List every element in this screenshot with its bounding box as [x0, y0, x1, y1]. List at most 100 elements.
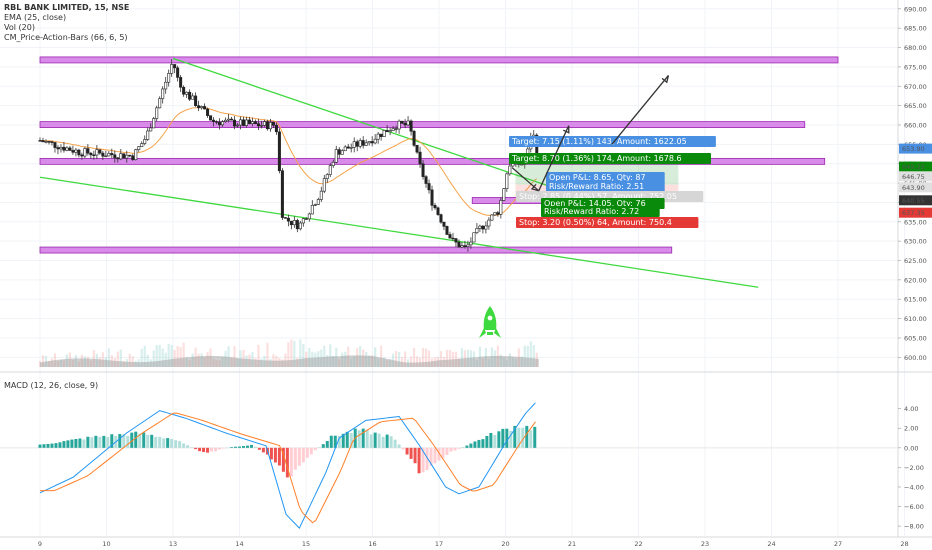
macd-hist-bar [509, 430, 513, 448]
volume-bar [197, 353, 200, 367]
volume-bar [487, 359, 490, 367]
macd-legend[interactable]: MACD (12, 26, close, 9) [4, 381, 98, 391]
price-tag: 653.90 [902, 145, 925, 153]
zone-band [39, 56, 839, 64]
candle-body [319, 190, 323, 200]
candle-body [343, 146, 347, 152]
candle-body [394, 128, 398, 130]
stop-label-red-bg [516, 217, 699, 228]
candle-body [433, 205, 437, 209]
candle-body [406, 120, 410, 126]
candle-body [322, 178, 326, 192]
macd-hist-bar [206, 447, 210, 453]
zone-band [39, 157, 826, 165]
volume-bar [502, 357, 505, 367]
candle-body [520, 164, 524, 166]
macd-hist-bar [377, 433, 381, 448]
macd-tick-label: 2.00 [904, 425, 918, 433]
candle-body [227, 118, 231, 121]
candle-body [427, 183, 431, 191]
macd-hist-bar [273, 447, 277, 463]
chart-legend: RBL BANK LIMITED, 15, NSE EMA (25, close… [4, 3, 129, 43]
macd-hist-bar [66, 440, 70, 448]
candle-body [200, 106, 204, 109]
candle-body [149, 127, 153, 132]
candle-body [400, 120, 404, 124]
volume-bar [326, 354, 329, 367]
ema-legend[interactable]: EMA (25, close) [4, 13, 67, 22]
volume-bar [92, 350, 95, 367]
open-pl-label-1: Open P&L: 8.65, Qty: 87 [549, 173, 646, 182]
macd-hist-bar [525, 425, 529, 448]
macd-tick-label: −2.00 [904, 464, 924, 472]
volume-bar [499, 354, 502, 367]
candle-body [337, 149, 341, 155]
candle-body [445, 226, 449, 235]
candle-body [95, 149, 99, 156]
volume-bar [398, 351, 401, 367]
volume-bar [529, 341, 532, 367]
candle-body [397, 120, 401, 130]
volume-bar [188, 359, 191, 367]
candle-body [472, 232, 476, 243]
candle-body [62, 146, 66, 151]
candle-body [89, 152, 93, 156]
macd-hist-bar [230, 447, 234, 448]
candle-body [346, 146, 350, 149]
candle-body [140, 143, 144, 147]
macd-hist-bar [245, 445, 249, 448]
candle-body [292, 220, 296, 226]
candle-body [265, 121, 269, 130]
candle-body [328, 165, 332, 175]
candle-body [376, 133, 380, 140]
volume-bar [50, 358, 54, 367]
candle-body [379, 133, 383, 137]
macd-hist-bar [365, 429, 369, 448]
volume-bar [493, 350, 496, 367]
volume-bar [451, 351, 455, 367]
volume-bar [403, 351, 407, 367]
candle-body [364, 142, 368, 146]
candle-body [391, 128, 395, 131]
macd-hist-bar [445, 447, 449, 455]
candle-body [119, 153, 123, 160]
candle-body [176, 67, 180, 78]
candle-body [370, 141, 374, 144]
trendlines [39, 57, 759, 288]
volume-bar [134, 360, 137, 367]
macd-legend-text[interactable]: MACD (12, 26, close, 9) [4, 381, 99, 390]
symbol-title[interactable]: RBL BANK LIMITED, 15, NSE [4, 3, 130, 12]
candle-body [68, 147, 72, 151]
candle-body [502, 188, 506, 201]
macd-line [39, 402, 536, 529]
candle-body [451, 237, 455, 240]
price-tag-bg [899, 182, 932, 193]
volume-bar [257, 344, 260, 367]
macd-hist-bar [457, 447, 461, 449]
ema-path [39, 107, 538, 216]
cm-legend[interactable]: CM_Price-Action-Bars (66, 6, 5) [4, 33, 128, 42]
candle-body [454, 238, 458, 243]
time-tick-label: 17 [435, 540, 443, 548]
macd-hist-bar [146, 434, 150, 448]
volume-legend[interactable]: Vol (20) [4, 23, 35, 32]
rr-label-1: Risk/Reward Ratio: 2.51 [549, 182, 644, 191]
candle-body [92, 154, 96, 156]
time-tick-label: 13 [169, 540, 177, 548]
macd-hist-bar [369, 434, 373, 448]
candle-body [185, 91, 189, 95]
volume-bar [415, 356, 419, 367]
candle-body [179, 77, 183, 88]
price-tag-bg [899, 161, 932, 172]
volume-bar [149, 359, 152, 367]
macd-hist-bar [341, 433, 345, 448]
volume-bar [454, 351, 458, 367]
volume-bar [104, 357, 107, 367]
candle-body [101, 152, 105, 157]
candle-body [490, 214, 494, 221]
candle-body [38, 140, 42, 142]
candle-body [238, 119, 242, 126]
volume-bar [89, 360, 92, 367]
